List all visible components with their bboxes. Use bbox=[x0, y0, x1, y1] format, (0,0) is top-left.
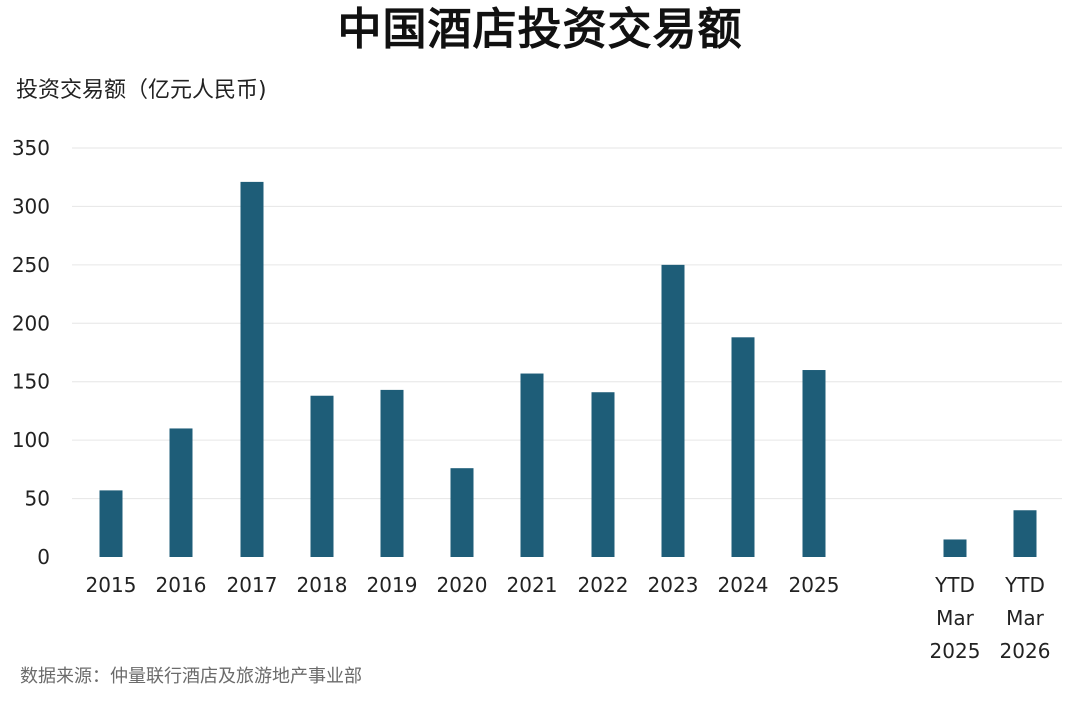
x-tick-label: YTD Mar 2026 bbox=[1000, 573, 1051, 663]
y-axis-label: 投资交易额（亿元人民币) bbox=[16, 78, 267, 103]
y-tick-label: 200 bbox=[12, 311, 50, 335]
y-tick-label: 350 bbox=[12, 136, 50, 160]
y-tick-label: 150 bbox=[12, 370, 50, 394]
y-tick-label: 0 bbox=[37, 545, 50, 569]
x-tick-label: 2017 bbox=[227, 573, 278, 597]
bar bbox=[99, 490, 123, 557]
bar bbox=[731, 337, 755, 557]
bar bbox=[450, 468, 474, 557]
x-tick-label: 2019 bbox=[367, 573, 418, 597]
data-source-note: 数据来源：仲量联行酒店及旅游地产事业部 bbox=[20, 666, 362, 687]
bar bbox=[943, 539, 967, 557]
x-tick-label: 2021 bbox=[507, 573, 558, 597]
x-tick-label: 2015 bbox=[86, 573, 137, 597]
x-tick-label: YTD Mar 2025 bbox=[930, 573, 981, 663]
x-tick-labels: 2015 2016 2017 2018 2019 2020 2021 2022 2023 2024… bbox=[86, 573, 1051, 663]
bar bbox=[169, 428, 193, 557]
bars bbox=[99, 181, 1037, 558]
bar bbox=[310, 395, 334, 557]
x-tick-label: 2016 bbox=[156, 573, 207, 597]
y-tick-labels: 0 50 100 150 200 250 300 350 bbox=[12, 136, 50, 569]
bar bbox=[1013, 510, 1037, 557]
x-tick-label: 2024 bbox=[718, 573, 769, 597]
x-tick-label: 2023 bbox=[648, 573, 699, 597]
x-tick-label: 2018 bbox=[297, 573, 348, 597]
y-tick-label: 100 bbox=[12, 428, 50, 452]
y-tick-label: 250 bbox=[12, 253, 50, 277]
x-tick-label: 2020 bbox=[437, 573, 488, 597]
gridlines bbox=[72, 147, 1062, 500]
y-tick-label: 300 bbox=[12, 194, 50, 218]
bar bbox=[240, 181, 264, 558]
bar bbox=[520, 373, 544, 557]
x-tick-label: 2022 bbox=[578, 573, 629, 597]
bar bbox=[380, 389, 404, 557]
bar bbox=[802, 370, 826, 557]
bar bbox=[661, 264, 685, 557]
x-tick-label: 2025 bbox=[789, 573, 840, 597]
bar bbox=[591, 392, 615, 557]
y-tick-label: 50 bbox=[25, 487, 50, 511]
chart-title: 中国酒店投资交易额 bbox=[337, 4, 743, 55]
